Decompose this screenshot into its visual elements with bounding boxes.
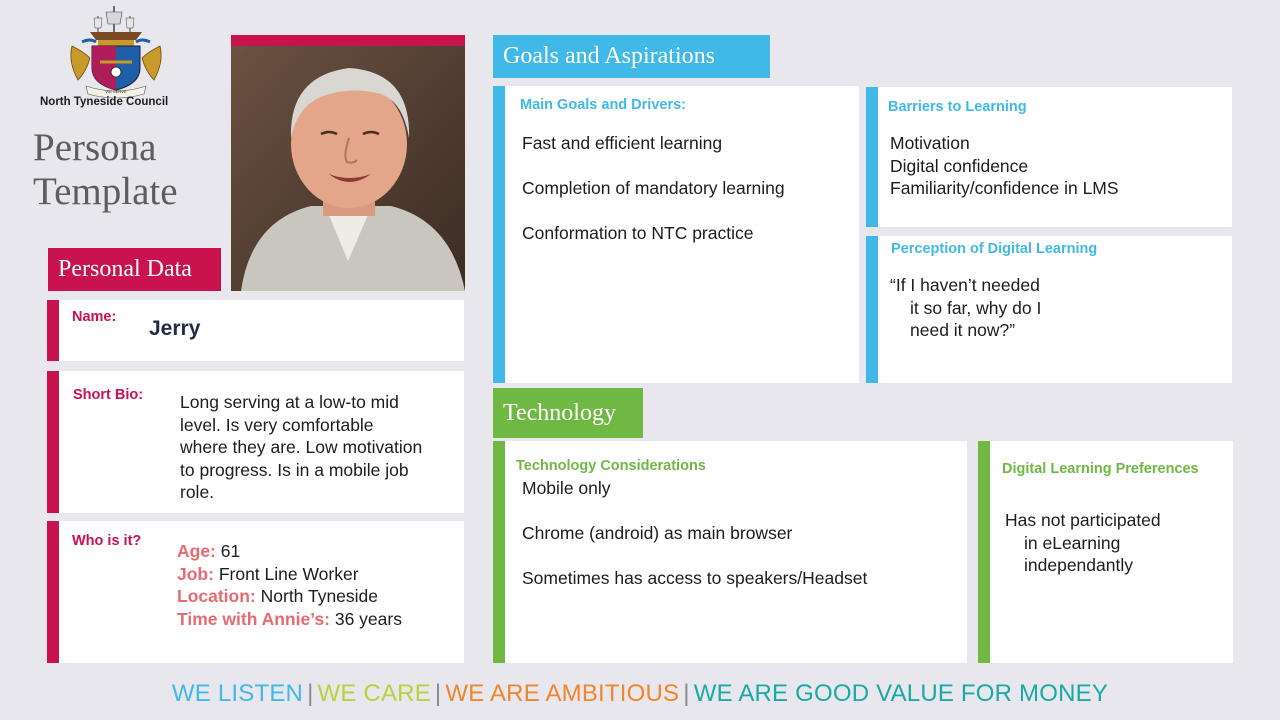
values-footer: WE LISTEN | WE CARE | WE ARE AMBITIOUS | WE AR…	[0, 680, 1280, 708]
card-stripe	[978, 441, 990, 663]
job-value: Front Line Worker	[218, 563, 359, 584]
technology-considerations-label: Technology Considerations	[516, 458, 706, 474]
technology-item: Chrome (android) as main browser	[522, 523, 793, 543]
location-row: Location: North Tyneside	[177, 585, 402, 608]
main-goals-item: Conformation to NTC practice	[522, 223, 754, 243]
bio-line: Long serving at a low-to mid	[180, 392, 399, 412]
bio-line: where they are. Low motivation	[180, 437, 423, 457]
section-header-goals: Goals and Aspirations	[493, 35, 770, 78]
preference-line: Has not participated	[1005, 510, 1161, 530]
time-key: Time with Annie’s:	[177, 608, 330, 629]
technology-item: Sometimes has access to speakers/Headset	[522, 568, 868, 588]
card-stripe	[47, 521, 59, 663]
footer-separator: |	[434, 680, 442, 707]
technology-considerations-card: Technology Considerations Mobile only Ch…	[493, 441, 967, 663]
card-stripe	[866, 236, 878, 383]
section-header-personal-data: Personal Data	[48, 248, 221, 291]
main-goals-card: Main Goals and Drivers: Fast and efficie…	[493, 86, 859, 383]
motto-text: WE SERVE	[105, 89, 126, 94]
quote-line: it so far, why do I	[910, 297, 1042, 318]
location-value: North Tyneside	[260, 586, 379, 606]
time-row: Time with Annie’s: 36 years	[177, 608, 402, 631]
technology-item: Mobile only	[522, 478, 611, 498]
who-is-it-label: Who is it?	[72, 533, 142, 549]
perception-quote: “If I haven’t needed it so far, why do I…	[890, 274, 1041, 342]
digital-learning-preferences-card: Digital Learning Preferences Has not par…	[978, 441, 1233, 663]
job-key: Job:	[177, 563, 214, 584]
preference-line: in eLearning	[1024, 532, 1121, 553]
barrier-item: Motivation	[890, 133, 970, 153]
card-stripe	[866, 87, 878, 227]
short-bio-label: Short Bio:	[73, 387, 144, 403]
value-we-listen: WE LISTEN	[171, 680, 304, 707]
barrier-item: Familiarity/confidence in LMS	[890, 178, 1119, 198]
job-row: Job: Front Line Worker	[177, 563, 402, 586]
footer-separator: |	[307, 680, 314, 707]
age-row: Age: 61	[177, 540, 402, 563]
name-value: Jerry	[149, 317, 201, 340]
bio-line: to progress. Is in a mobile job	[180, 459, 409, 480]
short-bio-card: Short Bio: Long serving at a low-to mid …	[47, 371, 464, 513]
barrier-item: Digital confidence	[890, 155, 1029, 176]
name-card: Name: Jerry	[47, 300, 464, 361]
age-key: Age:	[177, 541, 216, 561]
quote-line: “If I haven’t needed	[890, 275, 1040, 295]
time-value: 36 years	[334, 608, 402, 629]
council-crest-logo: WE SERVE	[60, 2, 172, 99]
council-name: North Tyneside Council	[40, 96, 169, 108]
main-goals-item: Fast and efficient learning	[522, 133, 723, 153]
card-stripe	[493, 86, 505, 383]
perception-card: Perception of Digital Learning “If I hav…	[866, 236, 1232, 383]
age-value: 61	[220, 541, 241, 561]
short-bio-text: Long serving at a low-to mid level. Is v…	[180, 391, 422, 504]
main-goals-item: Completion of mandatory learning	[522, 178, 785, 198]
bio-line: level. Is very comfortable	[180, 414, 374, 435]
title-line-2: Template	[33, 170, 178, 213]
digital-learning-preferences-label: Digital Learning Preferences	[1002, 461, 1199, 477]
value-we-are-ambitious: WE ARE AMBITIOUS	[445, 680, 680, 707]
footer-separator: |	[683, 680, 690, 707]
barriers-label: Barriers to Learning	[888, 99, 1027, 115]
bio-line: role.	[180, 482, 215, 502]
preferences-text: Has not participated in eLearning indepe…	[1005, 509, 1161, 577]
photo-accent-bar	[231, 35, 465, 46]
name-label: Name:	[72, 309, 117, 325]
value-we-care: WE CARE	[317, 680, 431, 707]
barriers-card: Barriers to Learning Motivation Digital …	[866, 87, 1232, 227]
page-title: Persona Template	[33, 126, 178, 214]
value-we-are-good-value: WE ARE GOOD VALUE FOR MONEY	[693, 680, 1109, 707]
preference-line: independantly	[1024, 555, 1133, 575]
card-stripe	[47, 300, 59, 361]
location-key: Location:	[177, 586, 256, 606]
barriers-list: Motivation Digital confidence Familiarit…	[890, 132, 1119, 200]
perception-label: Perception of Digital Learning	[891, 241, 1098, 257]
card-stripe	[493, 441, 505, 663]
main-goals-label: Main Goals and Drivers:	[520, 97, 686, 113]
title-line-1: Persona	[33, 126, 157, 169]
section-header-technology: Technology	[493, 388, 643, 438]
who-is-it-card: Who is it? Age: 61 Job: Front Line Worke…	[47, 521, 464, 663]
who-details: Age: 61 Job: Front Line Worker Location:…	[177, 540, 402, 630]
card-stripe	[47, 371, 59, 513]
persona-photo	[231, 46, 465, 291]
quote-line: need it now?”	[910, 320, 1016, 340]
